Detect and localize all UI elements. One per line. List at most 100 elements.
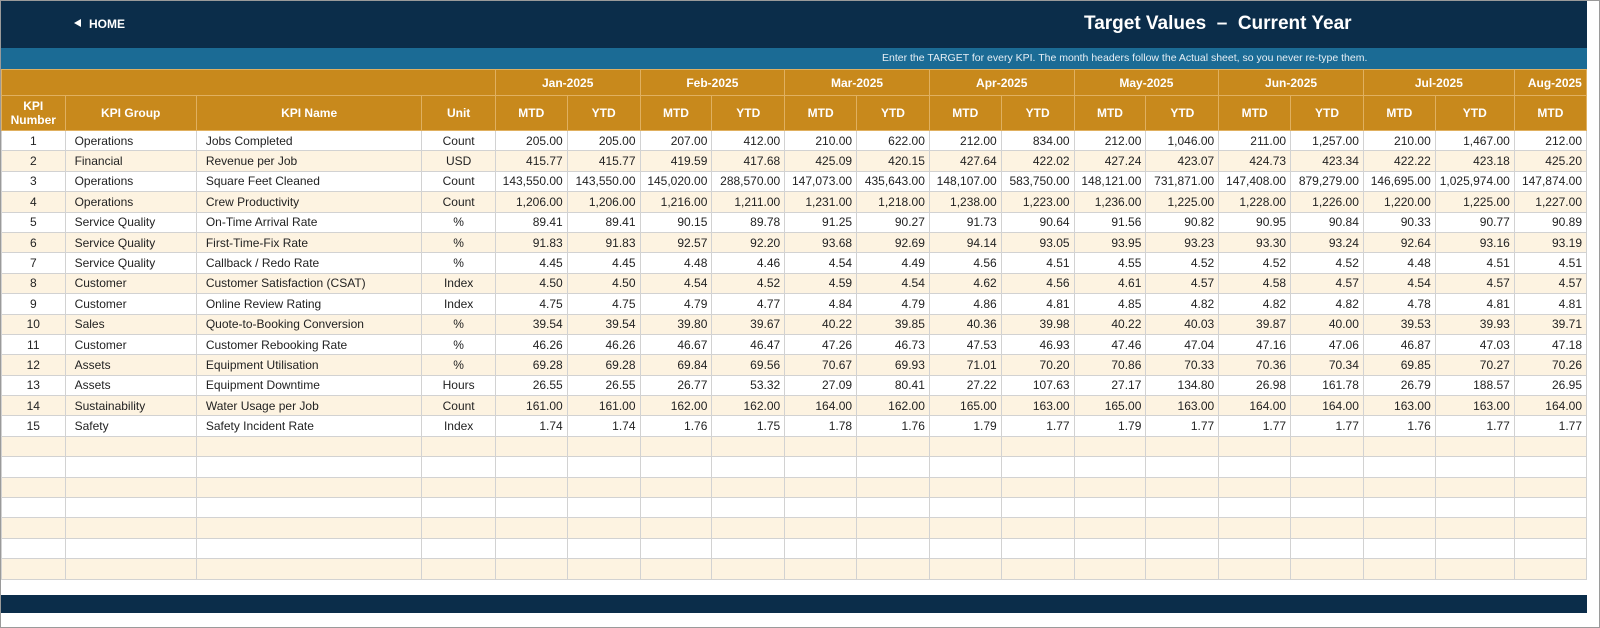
target-cell[interactable]: 39.54	[494, 313, 568, 335]
target-cell[interactable]: 47.04	[1145, 333, 1220, 356]
target-cell[interactable]: 1.79	[1073, 415, 1147, 437]
target-cell[interactable]: 90.64	[1000, 211, 1075, 233]
target-cell[interactable]: 80.41	[856, 374, 930, 397]
target-cell[interactable]: 4.56	[1000, 272, 1075, 295]
target-cell[interactable]: 427.24	[1073, 150, 1147, 172]
target-cell[interactable]: 47.03	[1434, 333, 1515, 356]
empty-cell[interactable]	[1000, 476, 1075, 499]
target-cell[interactable]: 1.75	[711, 415, 786, 437]
target-cell[interactable]: 93.23	[1145, 231, 1220, 254]
empty-cell[interactable]	[1362, 476, 1436, 499]
target-cell[interactable]: 4.54	[784, 252, 858, 274]
target-cell[interactable]: 1,223.00	[1000, 191, 1075, 213]
target-cell[interactable]: 4.50	[494, 272, 568, 295]
empty-cell[interactable]	[711, 537, 786, 560]
target-cell[interactable]: 415.77	[566, 150, 641, 172]
target-cell[interactable]: 143,550.00	[494, 170, 568, 193]
target-cell[interactable]: 71.01	[928, 354, 1002, 376]
empty-cell[interactable]	[1145, 558, 1220, 580]
empty-cell[interactable]	[566, 558, 641, 580]
target-cell[interactable]: 147,408.00	[1218, 170, 1292, 193]
empty-cell[interactable]	[1, 517, 66, 539]
target-cell[interactable]: 1,236.00	[1073, 191, 1147, 213]
empty-cell[interactable]	[784, 537, 858, 560]
target-cell[interactable]: 879,279.00	[1290, 170, 1364, 193]
target-cell[interactable]: 147,874.00	[1513, 170, 1587, 193]
target-cell[interactable]: 1.77	[1290, 415, 1364, 437]
target-cell[interactable]: 163.00	[1000, 395, 1075, 417]
target-cell[interactable]: 1.79	[928, 415, 1002, 437]
target-cell[interactable]: 90.95	[1218, 211, 1292, 233]
empty-cell[interactable]	[64, 435, 197, 458]
empty-cell[interactable]	[639, 456, 713, 478]
target-cell[interactable]: 412.00	[711, 129, 786, 152]
empty-cell[interactable]	[494, 517, 568, 539]
target-cell[interactable]: 1,220.00	[1362, 191, 1436, 213]
target-cell[interactable]: 4.81	[1513, 293, 1587, 315]
target-cell[interactable]: 212.00	[928, 129, 1002, 152]
target-cell[interactable]: 4.54	[1362, 272, 1436, 295]
target-cell[interactable]: 143,550.00	[566, 170, 641, 193]
target-cell[interactable]: 39.85	[856, 313, 930, 335]
target-cell[interactable]: 27.17	[1073, 374, 1147, 397]
empty-cell[interactable]	[566, 476, 641, 499]
target-cell[interactable]: 1.77	[1513, 415, 1587, 437]
target-cell[interactable]: 4.78	[1362, 293, 1436, 315]
empty-cell[interactable]	[1000, 435, 1075, 458]
target-cell[interactable]: 47.53	[928, 333, 1002, 356]
empty-cell[interactable]	[421, 497, 496, 519]
empty-cell[interactable]	[566, 537, 641, 560]
empty-cell[interactable]	[1290, 435, 1364, 458]
empty-cell[interactable]	[1, 456, 66, 478]
target-cell[interactable]: 162.00	[856, 395, 930, 417]
empty-cell[interactable]	[1434, 497, 1515, 519]
target-cell[interactable]: 53.32	[711, 374, 786, 397]
target-cell[interactable]: 4.57	[1434, 272, 1515, 295]
empty-cell[interactable]	[856, 497, 930, 519]
target-cell[interactable]: 1,257.00	[1290, 129, 1364, 152]
target-cell[interactable]: 1.76	[1362, 415, 1436, 437]
empty-cell[interactable]	[784, 558, 858, 580]
empty-cell[interactable]	[566, 497, 641, 519]
target-cell[interactable]: 90.89	[1513, 211, 1587, 233]
target-cell[interactable]: 70.27	[1434, 354, 1515, 376]
target-cell[interactable]: 164.00	[784, 395, 858, 417]
target-cell[interactable]: 4.82	[1145, 293, 1220, 315]
target-cell[interactable]: 165.00	[928, 395, 1002, 417]
target-cell[interactable]: 4.58	[1218, 272, 1292, 295]
target-cell[interactable]: 93.95	[1073, 231, 1147, 254]
empty-cell[interactable]	[1145, 537, 1220, 560]
empty-cell[interactable]	[566, 435, 641, 458]
target-cell[interactable]: 1.76	[856, 415, 930, 437]
empty-cell[interactable]	[711, 517, 786, 539]
target-cell[interactable]: 424.73	[1218, 150, 1292, 172]
target-cell[interactable]: 4.52	[1218, 252, 1292, 274]
target-cell[interactable]: 1,206.00	[494, 191, 568, 213]
empty-cell[interactable]	[195, 558, 423, 580]
target-cell[interactable]: 4.57	[1513, 272, 1587, 295]
empty-cell[interactable]	[195, 517, 423, 539]
target-cell[interactable]: 46.93	[1000, 333, 1075, 356]
target-cell[interactable]: 40.03	[1145, 313, 1220, 335]
target-cell[interactable]: 4.61	[1073, 272, 1147, 295]
target-cell[interactable]: 46.47	[711, 333, 786, 356]
target-cell[interactable]: 4.45	[566, 252, 641, 274]
target-cell[interactable]: 39.98	[1000, 313, 1075, 335]
empty-cell[interactable]	[1218, 537, 1292, 560]
target-cell[interactable]: 164.00	[1290, 395, 1364, 417]
empty-cell[interactable]	[711, 435, 786, 458]
empty-cell[interactable]	[639, 537, 713, 560]
empty-cell[interactable]	[1513, 558, 1587, 580]
empty-cell[interactable]	[1513, 435, 1587, 458]
empty-cell[interactable]	[1000, 558, 1075, 580]
empty-cell[interactable]	[1362, 517, 1436, 539]
empty-cell[interactable]	[1, 497, 66, 519]
target-cell[interactable]: 4.48	[1362, 252, 1436, 274]
empty-cell[interactable]	[1145, 517, 1220, 539]
target-cell[interactable]: 425.20	[1513, 150, 1587, 172]
empty-cell[interactable]	[856, 537, 930, 560]
target-cell[interactable]: 1,211.00	[711, 191, 786, 213]
target-cell[interactable]: 26.98	[1218, 374, 1292, 397]
target-cell[interactable]: 161.78	[1290, 374, 1364, 397]
empty-cell[interactable]	[1513, 476, 1587, 499]
